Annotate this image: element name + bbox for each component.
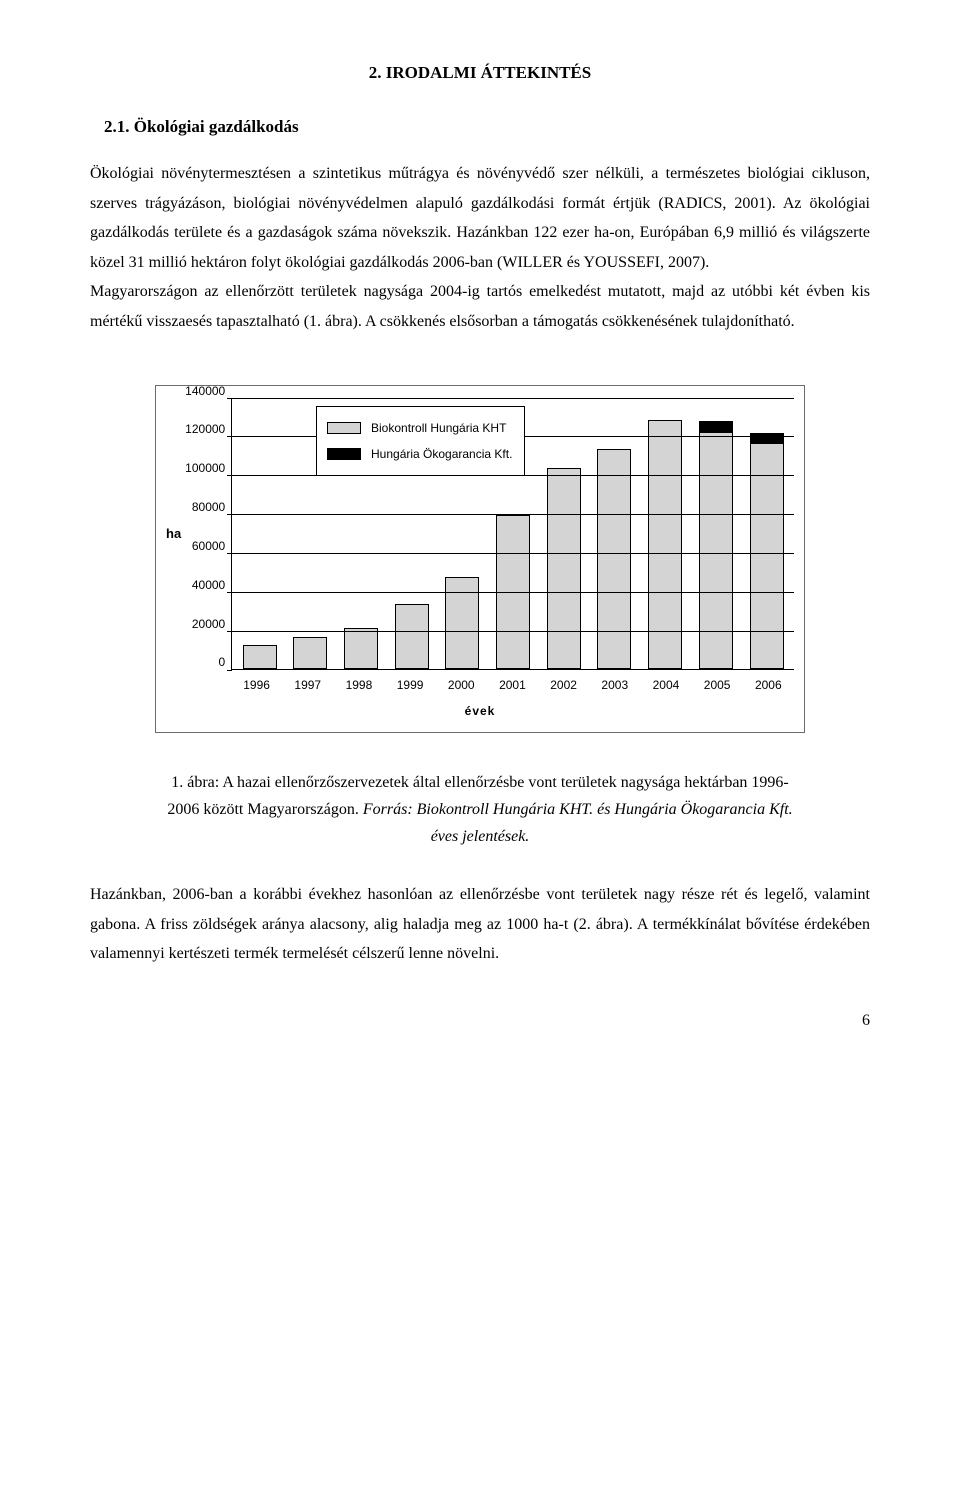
section-heading: 2.1. Ökológiai gazdálkodás [104,114,870,140]
x-tick-label: 2003 [598,676,632,694]
x-tick-label: 2005 [700,676,734,694]
y-axis: 140000120000100000800006000040000200000 [185,398,231,670]
legend-item-biokontroll: Biokontroll Hungária KHT [327,415,512,441]
y-tick-label: 60000 [192,539,225,553]
x-tick-label: 1998 [342,676,376,694]
x-tick-label: 1997 [291,676,325,694]
x-axis-label: évek [166,702,794,720]
y-tick-label: 20000 [192,617,225,631]
chart-frame: Biokontroll Hungária KHT Hungária Ökogar… [155,385,805,733]
y-axis-label: ha [166,398,185,670]
bar [344,628,378,669]
x-tick-label: 2002 [547,676,581,694]
caption-source: éves jelentések. [431,828,530,845]
chart-legend: Biokontroll Hungária KHT Hungária Ökogar… [316,406,525,476]
legend-swatch-icon [327,448,361,460]
x-tick-label: 1999 [393,676,427,694]
legend-swatch-icon [327,422,361,434]
y-tick-label: 100000 [185,461,225,475]
y-tick-label: 80000 [192,500,225,514]
x-tick-label: 2001 [495,676,529,694]
legend-label: Biokontroll Hungária KHT [371,419,506,437]
bar [395,604,429,668]
paragraph-3: Hazánkban, 2006-ban a korábbi évekhez ha… [90,880,870,969]
chart-container: Biokontroll Hungária KHT Hungária Ökogar… [155,385,805,733]
paragraph-2: Magyarországon az ellenőrzött területek … [90,277,870,336]
bar [547,468,581,668]
x-tick-label: 2006 [751,676,785,694]
page-number: 6 [90,1009,870,1033]
paragraph-1: Ökológiai növénytermesztésen a szintetik… [90,159,870,277]
bar [750,433,784,669]
y-tick-label: 120000 [185,422,225,436]
x-axis: 1996 1997 1998 1999 2000 2001 2002 2003 2004 2005… [231,676,794,694]
bar [243,645,277,668]
y-tick-label: 140000 [185,384,225,398]
x-tick-label: 2004 [649,676,683,694]
x-tick-label: 2000 [444,676,478,694]
legend-label: Hungária Ökogarancia Kft. [371,445,512,463]
x-tick-label: 1996 [240,676,274,694]
legend-item-okogarancia: Hungária Ökogarancia Kft. [327,441,512,467]
y-tick-label: 0 [219,655,226,669]
bar [293,637,327,668]
figure-caption: 1. ábra: A hazai ellenőrzőszervezetek ál… [90,769,870,851]
caption-source: Forrás: Biokontroll Hungária KHT. és Hun… [363,801,793,818]
caption-text: 1. ábra: A hazai ellenőrzőszervezetek ál… [171,774,789,791]
caption-text: 2006 között Magyarországon. [167,801,363,818]
page-title: 2. IRODALMI ÁTTEKINTÉS [90,60,870,86]
bar [597,449,631,669]
y-tick-label: 40000 [192,578,225,592]
